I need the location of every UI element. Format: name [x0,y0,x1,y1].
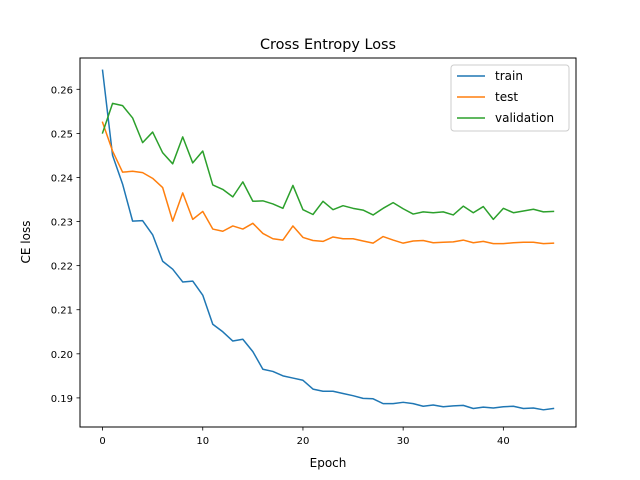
y-tick-label: 0.25 [51,129,73,140]
x-tick-label: 30 [397,436,410,447]
legend-label-test: test [495,90,518,104]
x-tick-label: 20 [297,436,310,447]
series-layer [101,69,555,411]
legend-box [450,64,570,132]
series-line-test [101,121,555,245]
chart-title: Cross Entropy Loss [260,37,396,53]
x-axis: 0 10 20 30 40 [99,427,510,447]
x-tick-label: 0 [99,436,105,447]
series-line-validation [101,102,555,221]
y-tick-label: 0.26 [51,85,73,96]
y-tick-label: 0.21 [51,306,73,317]
y-tick-label: 0.22 [51,262,73,273]
x-axis-label: Epoch [310,456,347,470]
x-tick-label: 10 [196,436,209,447]
y-tick-label: 0.24 [51,173,73,184]
x-tick-label: 40 [497,436,510,447]
series-line-train [101,69,555,411]
plot-frame [79,57,577,428]
legend-label-validation: validation [495,111,554,125]
y-tick-label: 0.19 [51,394,73,405]
y-tick-label: 0.23 [51,218,73,229]
legend: train test validation [450,64,570,132]
y-tick-label: 0.20 [51,350,73,361]
legend-label-train: train [495,69,523,83]
y-axis-label: CE loss [19,221,33,264]
y-axis: 0.19 0.20 0.21 0.22 0.23 0.24 0.25 0.26 [51,85,80,405]
